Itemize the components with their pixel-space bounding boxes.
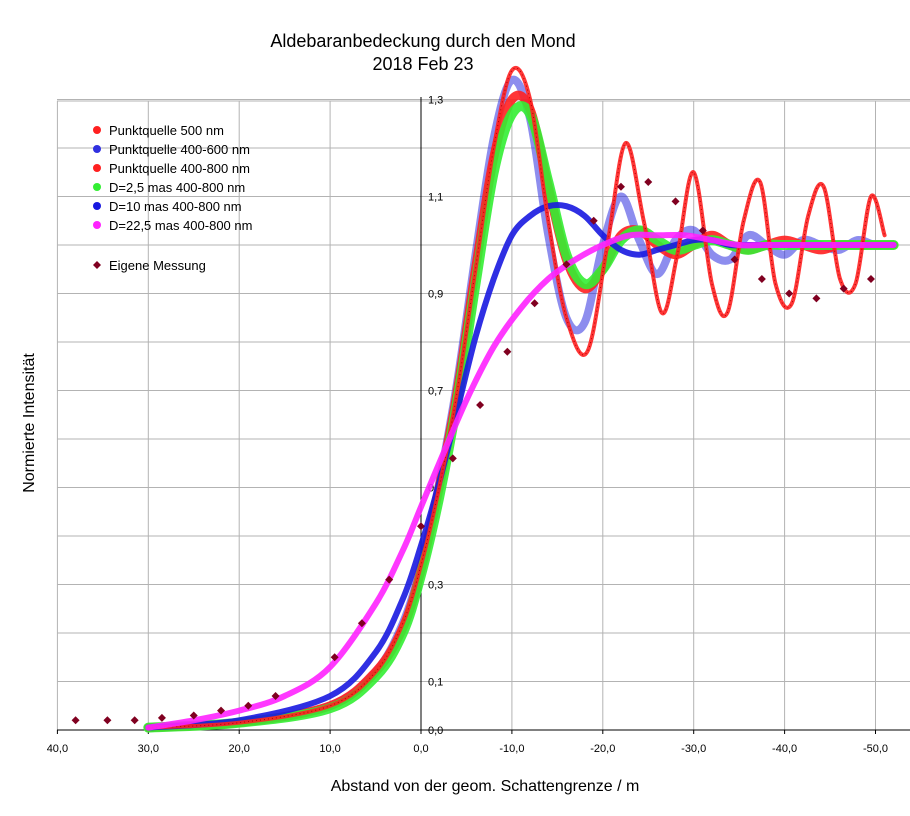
- legend: Punktquelle 500 nm Punktquelle 400-600 nm…: [93, 123, 252, 273]
- legend-label: D=2,5 mas 400-800 nm: [109, 180, 245, 195]
- x-tick-label: -50,0: [863, 743, 888, 755]
- x-tick-label: -30,0: [681, 743, 706, 755]
- legend-item: D=2,5 mas 400-800 nm: [93, 180, 245, 195]
- measurement-point: [644, 177, 653, 186]
- measurement-point: [785, 289, 794, 298]
- measurement-point: [271, 692, 280, 701]
- measurement-point: [189, 711, 198, 720]
- measurement-point: [130, 716, 139, 725]
- x-tick-label: -20,0: [590, 743, 615, 755]
- legend-item: Punktquelle 500 nm: [93, 123, 224, 138]
- measurement-point: [530, 299, 539, 308]
- legend-label: Punktquelle 400-800 nm: [109, 161, 250, 176]
- x-tick-label: -40,0: [772, 743, 797, 755]
- legend-item: Punktquelle 400-800 nm: [93, 161, 250, 176]
- y-tick-label: 0,1: [428, 677, 443, 689]
- x-tick-label: 10,0: [319, 743, 340, 755]
- measurement-point: [417, 522, 425, 531]
- legend-marker: [93, 202, 101, 210]
- measurement-point: [698, 226, 707, 235]
- series-line: [146, 66, 887, 730]
- measurement-point: [812, 294, 821, 303]
- x-tick-label: 30,0: [138, 743, 159, 755]
- measurement-point: [757, 274, 766, 283]
- legend-label: Punktquelle 400-600 nm: [109, 142, 250, 157]
- measurement-point: [671, 197, 680, 206]
- measurement-point: [244, 701, 253, 710]
- measurement-point: [589, 216, 598, 225]
- x-tick-label: 20,0: [228, 743, 249, 755]
- measurement-point: [562, 260, 571, 269]
- series-line: [145, 231, 897, 731]
- measurement-point: [839, 284, 848, 293]
- measurement-point: [866, 274, 875, 283]
- x-tick-label: 40,0: [47, 743, 68, 755]
- measurement-point: [385, 575, 394, 584]
- measurement-point: [448, 454, 457, 463]
- y-tick-label: 0,0: [428, 725, 443, 737]
- measurement-point: [357, 619, 366, 628]
- measurement-point: [730, 255, 739, 264]
- y-tick-label: 0,7: [428, 386, 443, 398]
- legend-label: D=22,5 mas 400-800 nm: [109, 218, 252, 233]
- legend-marker: [93, 145, 101, 153]
- y-tick-label: 0,9: [428, 289, 443, 301]
- y-tick-label: 1,1: [428, 192, 443, 204]
- measurement-point: [217, 706, 226, 715]
- legend-marker: [93, 221, 101, 229]
- measurement-point: [503, 347, 512, 356]
- measurement-point: [71, 716, 80, 725]
- legend-item: Punktquelle 400-600 nm: [93, 142, 250, 157]
- y-tick-label: 1,3: [428, 95, 443, 107]
- series-6: [71, 177, 875, 725]
- measurement-point: [330, 653, 339, 662]
- measurement-point: [157, 713, 166, 722]
- x-axis-label: Abstand von der geom. Schattengrenze / m: [331, 778, 640, 795]
- legend-item: Eigene Messung: [93, 258, 206, 273]
- measurement-point: [476, 401, 485, 410]
- legend-label: Eigene Messung: [109, 258, 206, 273]
- series-5: [145, 231, 897, 731]
- measurement-point: [616, 182, 625, 191]
- legend-marker: [93, 126, 101, 134]
- series-layer: [71, 66, 899, 733]
- legend-label: Punktquelle 500 nm: [109, 123, 224, 138]
- legend-item: D=10 mas 400-800 nm: [93, 199, 242, 214]
- series-0: [146, 66, 887, 730]
- chart-title: Aldebaranbedeckung durch den Mond: [270, 31, 575, 51]
- legend-marker: [93, 261, 101, 269]
- legend-item: D=22,5 mas 400-800 nm: [93, 218, 252, 233]
- y-tick-label: 0,3: [428, 580, 443, 592]
- legend-marker: [93, 183, 101, 191]
- measurement-point: [103, 716, 112, 725]
- y-axis-label: Normierte Intensität: [21, 353, 38, 493]
- legend-marker: [93, 164, 101, 172]
- legend-label: D=10 mas 400-800 nm: [109, 199, 242, 214]
- x-tick-label: 0,0: [413, 743, 428, 755]
- x-tick-label: -10,0: [499, 743, 524, 755]
- chart-subtitle: 2018 Feb 23: [372, 54, 473, 74]
